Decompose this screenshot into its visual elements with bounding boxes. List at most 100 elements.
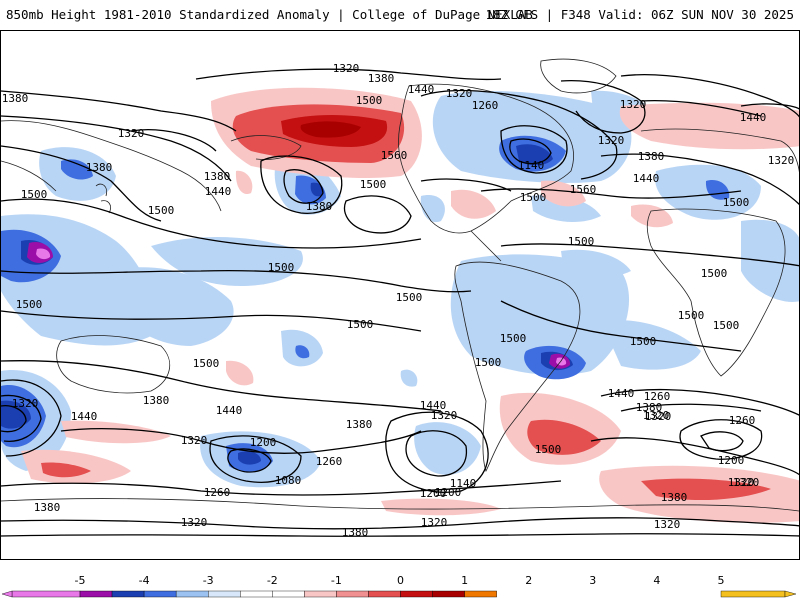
coastlines [1,58,799,512]
colorbar-swatch [400,590,433,598]
contour-label: 1440 [205,185,232,198]
colorbar-swatch [143,590,177,598]
colorbar-swatch [240,590,273,598]
contour-label: 1260 [472,99,499,112]
contour-label: 1320 [643,409,670,422]
contour-label: 1560 [381,149,408,162]
contour-label: 1260 [316,455,343,468]
contour-label: 1140 [518,159,545,172]
colorbar-tick-label: 4 [653,574,660,587]
colorbar-swatches [1,590,797,598]
contour-label: 1440 [408,83,435,96]
contour-label: 1260 [729,414,756,427]
contour-label: 1380 [306,200,333,213]
contour-label: 1380 [2,92,29,105]
contour-label: 1320 [733,476,760,489]
colorbar-tick-label: -4 [139,574,150,587]
contour-label: 1320 [645,410,672,423]
contour-label: 1380 [636,401,663,414]
colorbar-swatch [11,590,81,598]
contour-label: 1500 [360,178,387,191]
colorbar-tick-label: 1 [461,574,468,587]
contour-label: 1320 [12,397,39,410]
contour-label: 1380 [342,526,369,539]
colorbar-legend: -5 -4 -3 -2 -1 0 1 2 3 4 5 [0,562,800,600]
contour-label: 1260 [644,390,671,403]
colorbar-swatch [368,590,401,598]
colorbar-tick-label: 5 [718,574,725,587]
colorbar-swatch [111,590,145,598]
positive-anomaly-extreme [300,121,361,138]
colorbar-tick-label: 2 [525,574,532,587]
colorbar-swatch [79,590,113,598]
colorbar-swatch [720,590,786,598]
contour-label: 1320 [768,154,795,167]
contour-label: 1320 [446,87,473,100]
colorbar-swatch [207,590,241,598]
contour-label: 1500 [713,319,740,332]
contour-label: 1500 [148,204,175,217]
contour-label: 1380 [346,418,373,431]
contour-label: 1320 [654,518,681,531]
contour-label: 1380 [661,491,688,504]
contour-label: 1200 [420,487,447,500]
contour-label: 1500 [630,335,657,348]
contour-label: 1320 [333,62,360,75]
contour-label: 1200 [718,454,745,467]
contour-label: 1440 [71,410,98,423]
contour-label: 1500 [500,332,527,345]
contour-label: 1440 [216,404,243,417]
contour-label: 1320 [431,409,458,422]
contour-label: 1440 [608,387,635,400]
contour-label: 1500 [193,357,220,370]
colorbar-swatch [336,590,369,598]
contour-label: 1500 [701,267,728,280]
height-contours [1,68,799,537]
contour-label: 1320 [181,516,208,529]
contour-label: 1380 [368,72,395,85]
contour-label: 1500 [678,309,705,322]
colorbar-tick-label: 0 [397,574,404,587]
colorbar-arrow-left [1,590,13,598]
colorbar-ticks: -5 -4 -3 -2 -1 0 1 2 3 4 5 [75,574,725,587]
contour-label: 1500 [21,188,48,201]
colorbar-swatch [272,590,305,598]
contour-label: 1320 [181,434,208,447]
colorbar-swatch [464,590,497,598]
contour-label: 1380 [638,150,665,163]
colorbar-tick-label: 3 [589,574,596,587]
contour-label: 1320 [620,98,647,111]
colorbar-swatch [304,590,337,598]
colorbar-arrow-right [784,590,797,598]
anomaly-shading [1,87,799,523]
map-title: 850mb Height 1981-2010 Standardized Anom… [6,7,533,22]
contour-label: 1380 [86,161,113,174]
contour-label: 1200 [435,486,462,499]
contour-label: 1500 [535,443,562,456]
colorbar-tick-label: -2 [267,574,278,587]
contour-label: 1380 [204,170,231,183]
model-run-info: 18Z GFS | F348 Valid: 06Z SUN NOV 30 202… [485,7,794,22]
contour-label: 1500 [396,291,423,304]
contour-label: 1080 [275,474,302,487]
colorbar-tick-label: -1 [331,574,342,587]
contour-label: 1140 [450,477,477,490]
colorbar-svg: -5 -4 -3 -2 -1 0 1 2 3 4 5 [1,574,797,598]
contour-label: 1560 [570,183,597,196]
colorbar-swatch [175,590,209,598]
contour-label: 1500 [520,191,547,204]
contour-label: 1380 [143,394,170,407]
contour-label: 1320 [598,134,625,147]
contour-label: 1500 [268,261,295,274]
colorbar-tick-label: -5 [75,574,86,587]
colorbar-swatch [432,590,465,598]
contour-label: 1320 [728,476,755,489]
contour-label: 1320 [118,127,145,140]
contour-label: 1200 [250,436,277,449]
contour-label: 1500 [16,298,43,311]
contour-label: 1380 [34,501,61,514]
contour-label: 1440 [633,172,660,185]
contour-label: 1320 [421,516,448,529]
